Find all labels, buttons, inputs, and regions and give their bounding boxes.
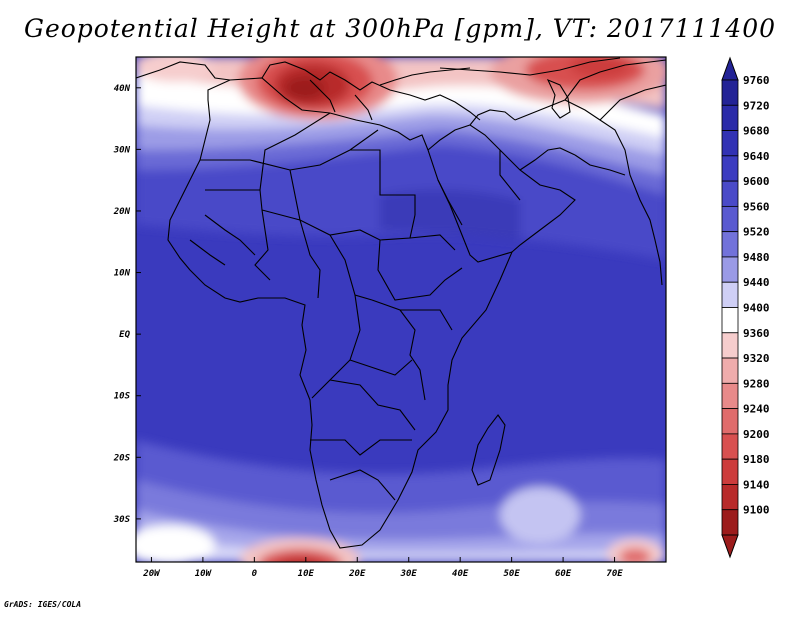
colorbar-level-label: 9100 <box>743 504 770 517</box>
lat-tick-label: 30N <box>113 145 131 155</box>
colorbar-swatch <box>721 332 739 359</box>
colorbar-swatch <box>721 79 739 106</box>
colorbar-swatch <box>721 205 739 233</box>
lon-tick-label: 50E <box>503 569 520 579</box>
lat-tick-label: 20S <box>113 453 131 463</box>
colorbar-swatch <box>721 104 739 131</box>
colorbar-swatch <box>721 382 739 410</box>
colorbar-swatch <box>721 484 739 511</box>
lat-tick-label: 30S <box>113 515 131 525</box>
colorbar-level-label: 9240 <box>743 403 770 416</box>
colorbar-level-label: 9760 <box>743 74 770 87</box>
axis-ticks: 20W 10W 0 10E 20E 30E 40E 50E 60E 70E 40N 30N 20N 10N… <box>113 84 624 579</box>
coastlines <box>136 57 666 549</box>
colorbar-level-label: 9400 <box>743 302 770 315</box>
colorbar-swatch <box>721 231 739 258</box>
lon-tick-label: 70E <box>606 569 623 579</box>
colorbar-level-label: 9360 <box>743 327 770 340</box>
plot-frame <box>135 56 667 563</box>
colorbar-swatch <box>721 130 739 157</box>
colorbar-level-label: 9200 <box>743 428 770 441</box>
colorbar-level-label: 9140 <box>743 478 770 491</box>
colorbar-swatch <box>721 155 739 182</box>
colorbar-swatch <box>721 458 739 485</box>
lat-tick-label: EQ <box>119 330 130 340</box>
colorbar-swatch <box>721 256 739 283</box>
colorbar-level-label: 9440 <box>743 276 770 289</box>
lon-tick-label: 10E <box>298 569 315 579</box>
lat-tick-label: 20N <box>113 207 131 217</box>
lon-tick-label: 10W <box>195 569 213 579</box>
lat-tick-label: 10S <box>114 392 131 402</box>
colorbar-max-arrow <box>721 56 739 81</box>
colorbar-swatch <box>721 281 739 308</box>
lon-tick-label: 20E <box>348 569 366 579</box>
lon-tick-label: 20W <box>142 569 161 579</box>
colorbar-level-label: 9560 <box>743 200 770 213</box>
colorbar-level-label: 9600 <box>743 175 770 188</box>
colorbar-swatch <box>721 357 739 384</box>
lat-tick-label: 10N <box>114 269 131 279</box>
colorbar-swatch <box>721 307 739 334</box>
colorbar: 9760 9720 9680 9640 9600 9560 9520 9480 9440 9400… <box>721 56 770 559</box>
colorbar-level-label: 9280 <box>743 377 770 390</box>
colorbar-min-arrow <box>721 534 739 559</box>
colorbar-level-label: 9320 <box>743 352 770 365</box>
lon-tick-label: 0 <box>252 569 258 579</box>
height-field <box>136 57 666 562</box>
colorbar-level-label: 9520 <box>743 226 770 239</box>
colorbar-level-label: 9180 <box>743 453 770 466</box>
lon-tick-label: 60E <box>555 569 572 579</box>
colorbar-swatch <box>721 408 739 435</box>
colorbar-swatch <box>721 180 739 207</box>
lon-tick-label: 30E <box>400 569 418 579</box>
colorbar-level-label: 9640 <box>743 150 770 163</box>
colorbar-level-label: 9680 <box>743 125 770 138</box>
map-title: Geopotential Height at 300hPa [gpm], VT:… <box>23 14 777 43</box>
colorbar-swatch <box>721 509 739 536</box>
grads-credit: GrADS: IGES/COLA <box>4 600 82 609</box>
colorbar-swatch <box>721 433 739 460</box>
colorbar-level-label: 9720 <box>743 99 770 112</box>
lon-tick-label: 40E <box>452 569 469 579</box>
lat-tick-label: 40N <box>114 84 131 94</box>
colorbar-level-label: 9480 <box>743 251 770 264</box>
